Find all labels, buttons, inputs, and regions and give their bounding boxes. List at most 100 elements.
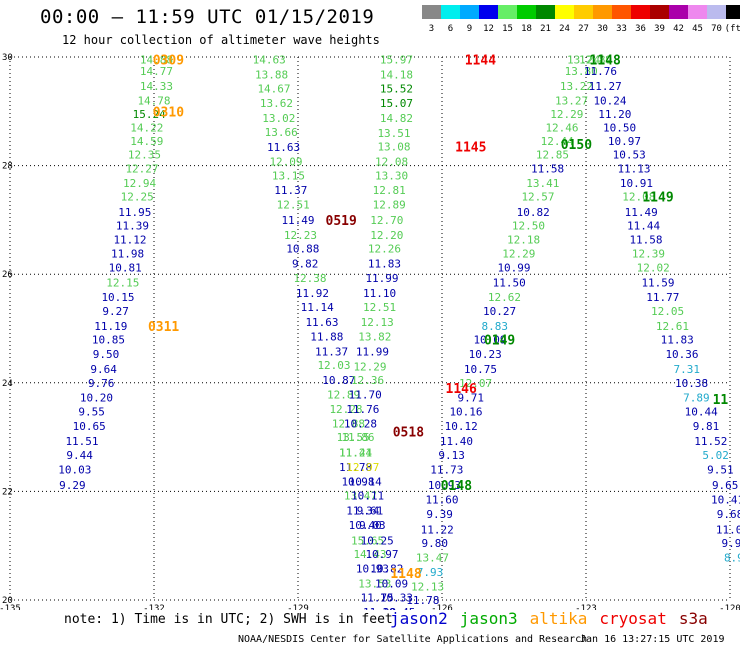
scale-swatch (574, 5, 593, 19)
wave-height-value: 12.27 (125, 162, 158, 175)
wave-height-value: 12.36 (351, 374, 384, 387)
scale-swatch (631, 5, 650, 19)
wave-height-value: 12.26 (368, 243, 401, 256)
wave-height-value: 10.16 (449, 406, 482, 419)
wave-height-value: 14.18 (380, 68, 413, 81)
pass-time-label: 1148 (590, 54, 621, 69)
wave-height-value: 12.44 (541, 135, 574, 148)
scale-swatch (536, 5, 555, 19)
wave-height-value: 10.45 (382, 606, 415, 610)
wave-height-value: 10.40 (349, 519, 382, 532)
scale-swatch (555, 5, 574, 19)
wave-height-value: 12.89 (579, 54, 612, 67)
wave-height-value: 12.13 (411, 580, 444, 593)
wave-height-value: 10.91 (620, 177, 653, 190)
wave-height-value: 11.35 (401, 609, 434, 610)
scale-swatch (669, 5, 688, 19)
wave-height-value: 9.91 (722, 537, 740, 550)
wave-height-value: 10.03 (58, 464, 91, 477)
wave-height-value: 12.61 (656, 320, 689, 333)
wave-height-value: 11.86 (341, 431, 374, 444)
pass-time-label: 0309 (153, 54, 184, 69)
wave-height-value: 9.76 (88, 377, 115, 390)
wave-height-value: 14.43 (353, 548, 386, 561)
pass-time-label: 0519 (326, 214, 357, 229)
wave-height-value: 10.75 (464, 363, 497, 376)
wave-height-value: 11.58 (629, 233, 662, 246)
wave-height-value: 11.10 (363, 287, 396, 300)
lat-tick-label: 28 (2, 162, 13, 172)
wave-height-value: 13.24 (567, 54, 600, 67)
wave-height-value: 11.98 (111, 248, 144, 261)
wave-height-value: 11.88 (310, 331, 343, 344)
wave-height-value: 11.14 (301, 301, 334, 314)
wave-height-value: 13.02 (262, 112, 295, 125)
pass-time-label: 0148 (441, 479, 472, 494)
wave-height-value: 11.73 (430, 464, 463, 477)
wave-height-value: 12.51 (363, 301, 396, 314)
scale-label: 3 (429, 24, 434, 34)
wave-height-value: 12.38 (293, 272, 326, 285)
wave-height-value: 11.77 (646, 291, 679, 304)
lat-tick-label: 22 (2, 487, 13, 497)
wave-height-value: 12.07 (459, 377, 492, 390)
generated-timestamp: Jan 16 13:27:15 UTC 2019 (580, 634, 725, 645)
wave-height-value: 10.28 (344, 418, 377, 431)
wave-height-value: 9.39 (426, 508, 453, 521)
wave-height-value: 11.08 (716, 523, 740, 536)
wave-height-map: -135 -132 -129 -126 -123 -120 20 22 24 26 28 30 14.8… (0, 53, 740, 610)
wave-height-value: 13.15 (272, 169, 305, 182)
wave-height-value: 10.11 (351, 490, 384, 503)
scale-label: 18 (521, 24, 532, 34)
wave-height-value: 11.63 (305, 316, 338, 329)
wave-height-value: 11.59 (641, 276, 674, 289)
wave-height-value: 10.53 (613, 149, 646, 162)
wave-height-value: 13.82 (358, 331, 391, 344)
wave-height-value: 11.58 (531, 162, 564, 175)
lat-tick-label: 24 (2, 379, 13, 389)
scale-swatch (422, 5, 441, 19)
wave-height-value: 15.24 (133, 108, 166, 121)
wave-height-value: 11.78 (339, 461, 372, 474)
wave-height-value: 10.99 (497, 262, 530, 275)
wave-height-value: 9.65 (712, 479, 739, 492)
wave-height-value: 12.20 (370, 229, 403, 242)
scale-swatch (517, 5, 536, 19)
wave-height-value: 9.61 (357, 504, 384, 517)
wave-height-value: 12.29 (353, 361, 386, 374)
pass-time-label: 1149 (642, 191, 673, 206)
wave-height-value: 10.27 (483, 305, 516, 318)
wave-height-value: 11.83 (368, 257, 401, 270)
wave-height-value: 10.09 (375, 578, 408, 591)
wave-height-value: 12.08 (375, 155, 408, 168)
lat-tick-label: 20 (2, 596, 13, 606)
wave-height-value: 11.50 (493, 276, 526, 289)
footnote: note: 1) Time is in UTC; 2) SWH is in fe… (64, 612, 393, 627)
wave-height-value: 10.98 (341, 476, 374, 489)
wave-height-value: 12.25 (121, 191, 154, 204)
wave-height-value: 11.51 (65, 435, 98, 448)
wave-height-value: 12.09 (269, 155, 302, 168)
wave-height-value: 9.51 (707, 464, 734, 477)
wave-height-value: 9.27 (102, 305, 129, 318)
wave-height-value: 11.78 (406, 594, 439, 607)
wave-height-value: 11.40 (440, 435, 473, 448)
wave-height-value: 7.93 (417, 566, 444, 579)
wave-height-value: 13.51 (377, 127, 410, 140)
wave-height-value: 12.29 (550, 108, 583, 121)
wave-height-value: 10.93 (428, 479, 461, 492)
scale-label: 6 (448, 24, 453, 34)
wave-height-value: 10.38 (675, 377, 708, 390)
wave-height-value: 12.23 (284, 229, 317, 242)
satellite-legend-item: jason3 (459, 609, 518, 628)
scale-swatch (441, 5, 460, 19)
wave-height-value: 15.52 (380, 82, 413, 95)
scale-label: 12 (483, 24, 494, 34)
wave-height-value: 9.13 (438, 449, 465, 462)
lon-tick-label: -129 (287, 604, 309, 610)
wave-height-value: 14.78 (137, 94, 170, 107)
wave-height-value: 12.29 (502, 248, 535, 261)
wave-height-value: 12.18 (507, 233, 540, 246)
